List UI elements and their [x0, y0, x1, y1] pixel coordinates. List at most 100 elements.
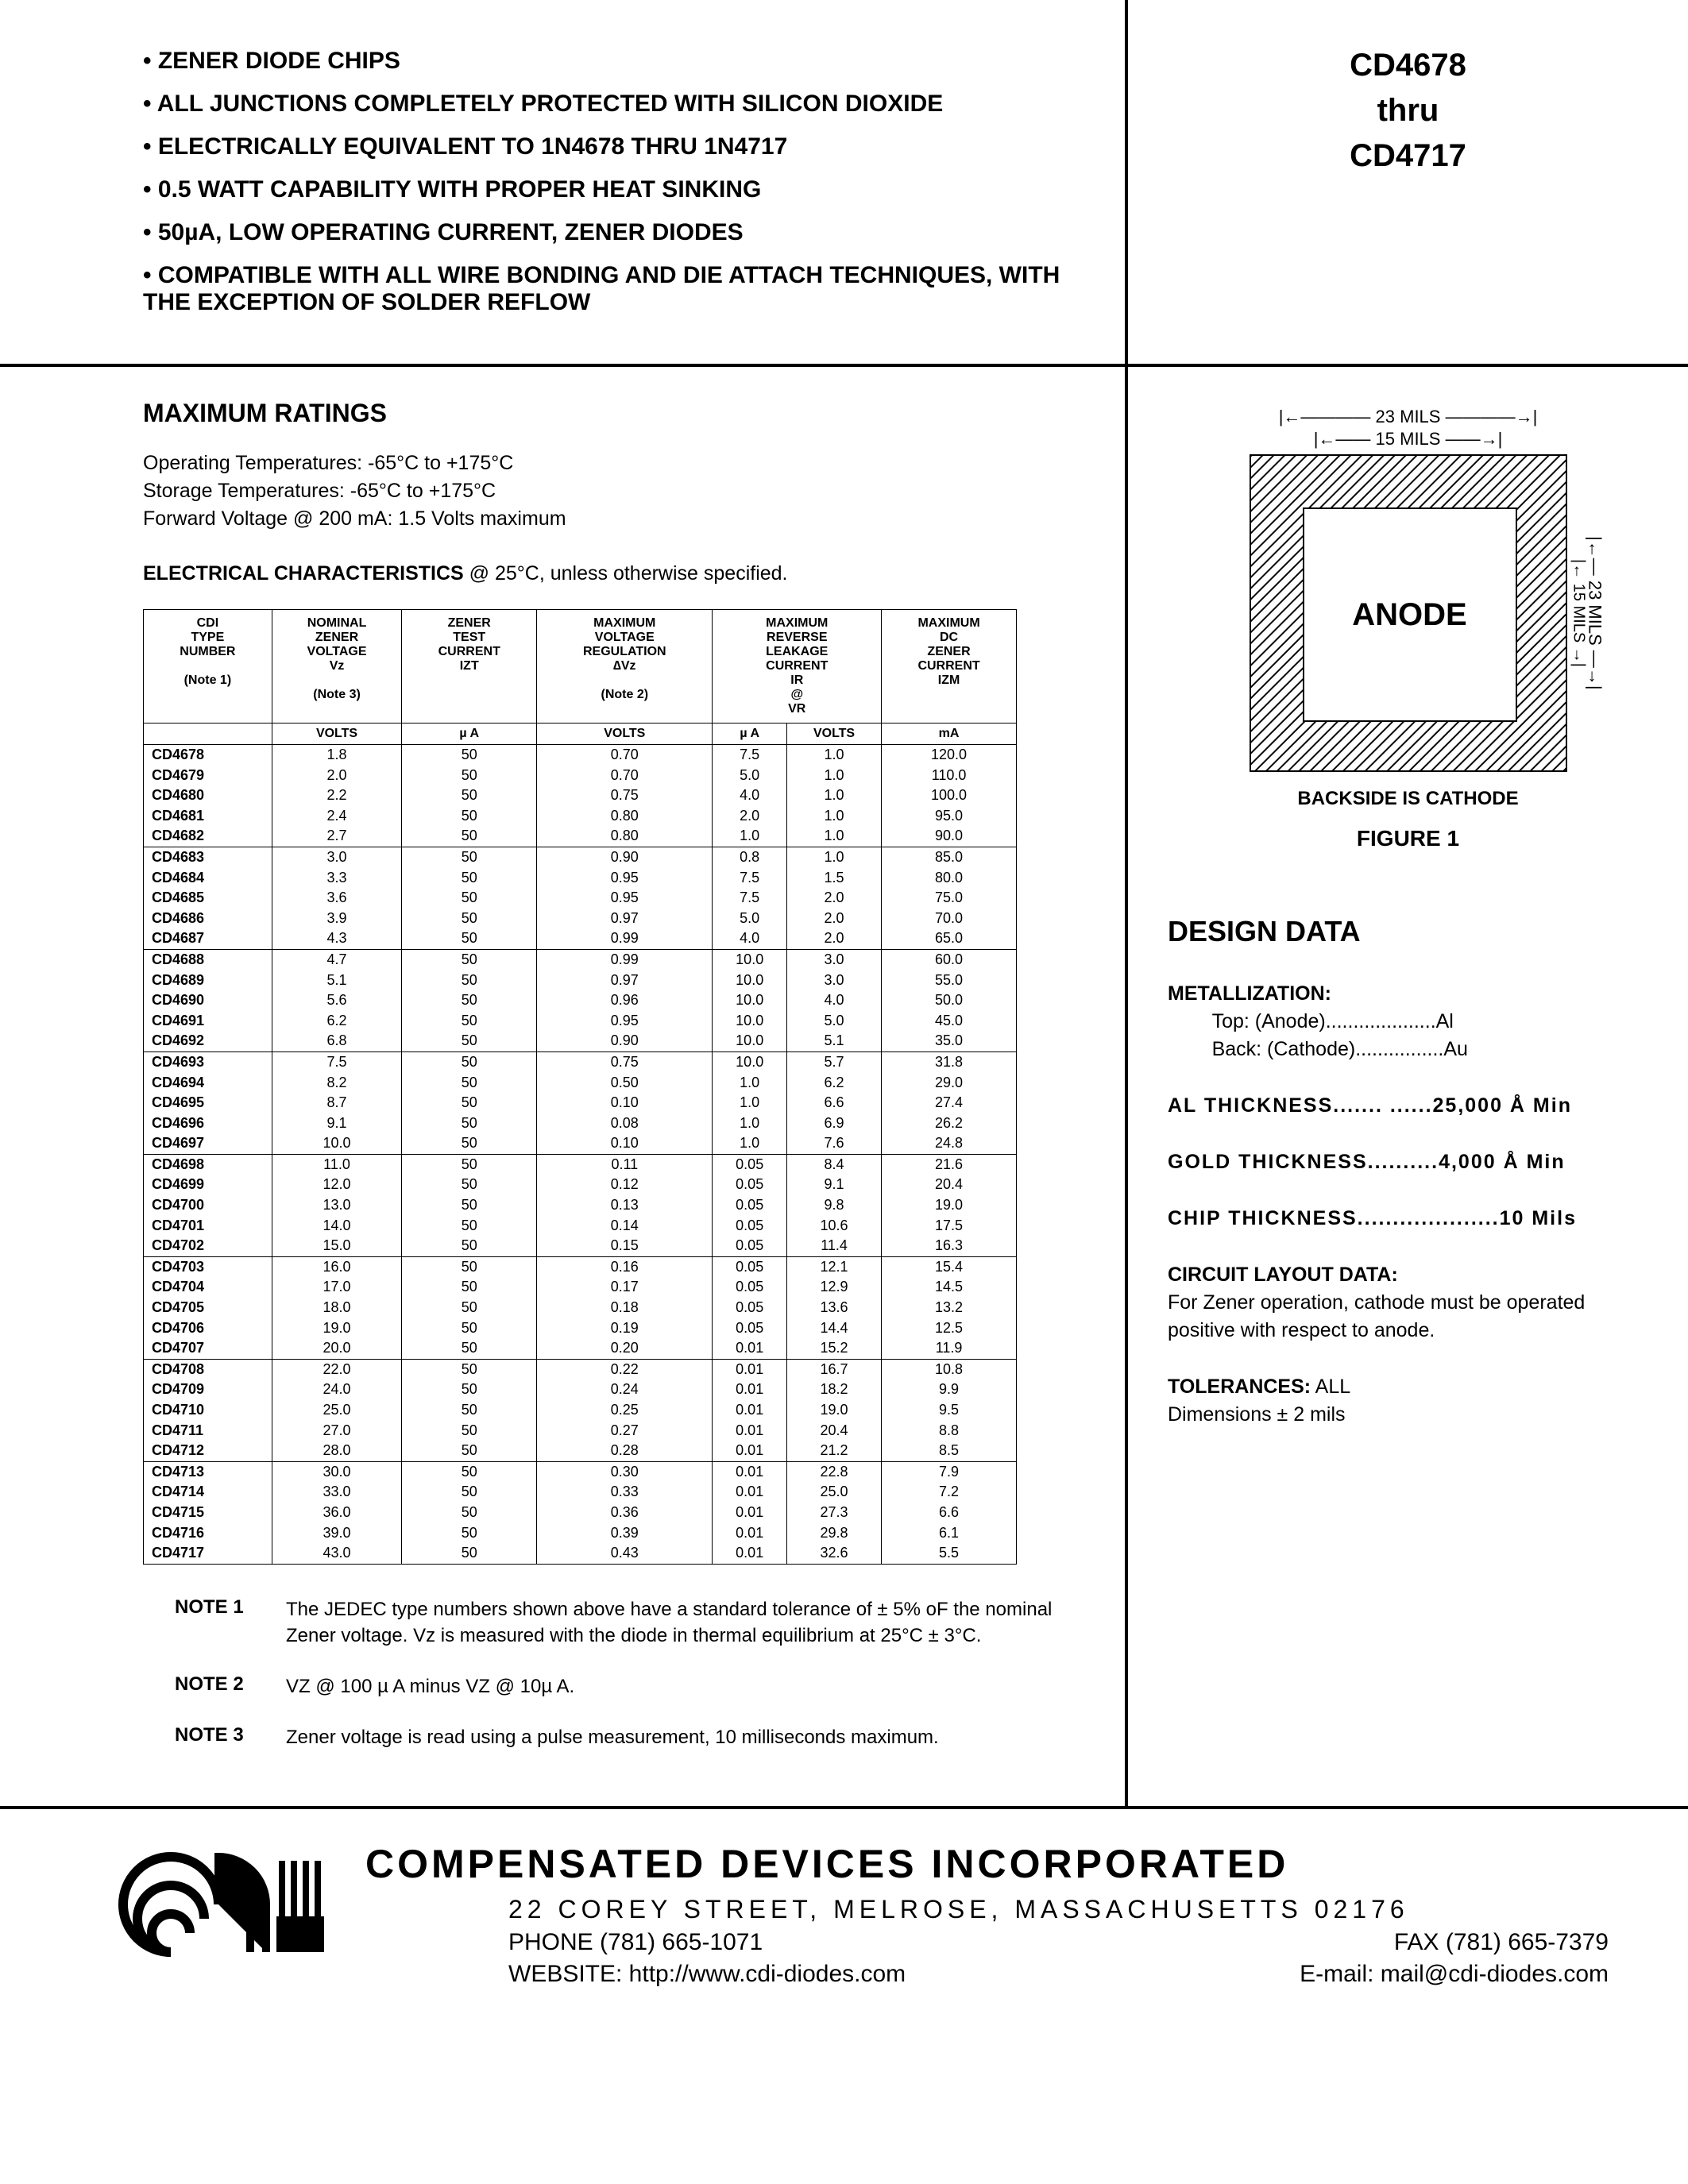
table-cell: 2.0: [786, 909, 881, 929]
table-row: CD46884.7500.9910.03.060.0: [144, 949, 1017, 970]
table-cell: 24.0: [272, 1379, 402, 1400]
table-cell: 0.95: [537, 1011, 713, 1032]
unit-cell: µ A: [402, 723, 537, 745]
table-cell: 1.0: [786, 826, 881, 847]
chip-box: ANODE |←— 23 MILS —→| |← 15 MILS →|: [1250, 454, 1567, 772]
features-column: ZENER DIODE CHIPSALL JUNCTIONS COMPLETEL…: [0, 0, 1128, 364]
table-cell: 17.5: [882, 1216, 1017, 1237]
table-cell: 16.7: [786, 1359, 881, 1379]
table-cell: 12.9: [786, 1277, 881, 1298]
table-cell: 50: [402, 1073, 537, 1094]
table-cell: 2.0: [713, 806, 787, 827]
table-header: MAXIMUMREVERSELEAKAGECURRENTIR@VR: [713, 610, 882, 723]
company-email: E-mail: mail@cdi-diodes.com: [1300, 1961, 1609, 1988]
note-item: NOTE 2VZ @ 100 µ A minus VZ @ 10µ A.: [175, 1673, 1093, 1700]
part-mid: thru: [1160, 93, 1656, 129]
table-row: CD469710.0500.101.07.624.8: [144, 1133, 1017, 1154]
table-cell: CD4709: [144, 1379, 272, 1400]
table-cell: 0.05: [713, 1154, 787, 1175]
table-cell: 8.2: [272, 1073, 402, 1094]
table-cell: 0.24: [537, 1379, 713, 1400]
unit-cell: VOLTS: [786, 723, 881, 745]
table-cell: 50: [402, 847, 537, 867]
right-content: |←———— 23 MILS ————→| |←—— 15 MILS ——→| …: [1128, 367, 1688, 1806]
table-header: NOMINALZENERVOLTAGEVz(Note 3): [272, 610, 402, 723]
table-cell: 13.0: [272, 1195, 402, 1216]
table-cell: 1.0: [786, 847, 881, 867]
table-cell: 11.4: [786, 1236, 881, 1256]
table-row: CD470924.0500.240.0118.29.9: [144, 1379, 1017, 1400]
table-row: CD470417.0500.170.0512.914.5: [144, 1277, 1017, 1298]
table-cell: 6.6: [882, 1503, 1017, 1523]
unit-cell: VOLTS: [537, 723, 713, 745]
tolerances-block: TOLERANCES: ALL Dimensions ± 2 mils: [1168, 1373, 1648, 1429]
table-cell: 19.0: [272, 1318, 402, 1339]
table-row: CD46802.2500.754.01.0100.0: [144, 785, 1017, 806]
table-cell: 21.6: [882, 1154, 1017, 1175]
table-row: CD46833.0500.900.81.085.0: [144, 847, 1017, 867]
table-cell: 14.5: [882, 1277, 1017, 1298]
table-header: MAXIMUMDCZENERCURRENTIZM: [882, 610, 1017, 723]
table-header: ZENERTESTCURRENTIZT: [402, 610, 537, 723]
table-cell: 12.5: [882, 1318, 1017, 1339]
table-cell: 36.0: [272, 1503, 402, 1523]
table-cell: 4.7: [272, 949, 402, 970]
table-row: CD470518.0500.180.0513.613.2: [144, 1298, 1017, 1318]
table-cell: 55.0: [882, 970, 1017, 991]
table-cell: 0.17: [537, 1277, 713, 1298]
table-cell: 5.1: [786, 1031, 881, 1051]
table-cell: CD4678: [144, 745, 272, 766]
table-cell: 50: [402, 888, 537, 909]
table-cell: 0.19: [537, 1318, 713, 1339]
table-row: CD46853.6500.957.52.075.0: [144, 888, 1017, 909]
circuit-layout-block: CIRCUIT LAYOUT DATA: For Zener operation…: [1168, 1261, 1648, 1345]
table-cell: 2.0: [272, 766, 402, 786]
table-cell: 0.10: [537, 1133, 713, 1154]
table-cell: 0.11: [537, 1154, 713, 1175]
table-cell: 10.8: [882, 1359, 1017, 1379]
metal-back: Back: (Cathode)................Au: [1212, 1038, 1468, 1060]
table-cell: CD4710: [144, 1400, 272, 1421]
table-cell: 11.9: [882, 1338, 1017, 1359]
table-cell: CD4696: [144, 1113, 272, 1134]
table-cell: 27.3: [786, 1503, 881, 1523]
table-cell: 19.0: [882, 1195, 1017, 1216]
table-cell: 10.0: [713, 1051, 787, 1072]
table-cell: 0.28: [537, 1441, 713, 1461]
table-cell: 50: [402, 1236, 537, 1256]
tolerances-text: ALL: [1311, 1376, 1350, 1398]
feature-item: ALL JUNCTIONS COMPLETELY PROTECTED WITH …: [143, 91, 1093, 118]
al-thick-text: AL THICKNESS....... ......25,000 Å Min: [1168, 1094, 1572, 1117]
table-cell: CD4693: [144, 1051, 272, 1072]
footer-text: COMPENSATED DEVICES INCORPORATED 22 CORE…: [365, 1841, 1609, 1993]
table-row: CD46926.8500.9010.05.135.0: [144, 1031, 1017, 1051]
table-cell: 50: [402, 1154, 537, 1175]
table-cell: 50: [402, 970, 537, 991]
table-cell: CD4717: [144, 1543, 272, 1564]
note-text: VZ @ 100 µ A minus VZ @ 10µ A.: [286, 1673, 1093, 1700]
table-cell: 13.6: [786, 1298, 881, 1318]
table-cell: 0.20: [537, 1338, 713, 1359]
table-row: CD471127.0500.270.0120.48.8: [144, 1421, 1017, 1441]
table-cell: CD4702: [144, 1236, 272, 1256]
table-cell: 2.0: [786, 928, 881, 949]
circuit-layout-label: CIRCUIT LAYOUT DATA:: [1168, 1264, 1398, 1286]
table-cell: 7.5: [713, 745, 787, 766]
chip-diagram: |←———— 23 MILS ————→| |←—— 15 MILS ——→| …: [1226, 407, 1591, 851]
backside-label: BACKSIDE IS CATHODE: [1226, 788, 1591, 810]
table-cell: 13.2: [882, 1298, 1017, 1318]
table-row: CD470316.0500.160.0512.115.4: [144, 1256, 1017, 1277]
feature-item: 0.5 WATT CAPABILITY WITH PROPER HEAT SIN…: [143, 176, 1093, 203]
footer: COMPENSATED DEVICES INCORPORATED 22 CORE…: [0, 1809, 1688, 2024]
table-cell: 22.0: [272, 1359, 402, 1379]
table-cell: 28.0: [272, 1441, 402, 1461]
table-cell: 7.6: [786, 1133, 881, 1154]
table-cell: 50: [402, 1256, 537, 1277]
feature-list: ZENER DIODE CHIPSALL JUNCTIONS COMPLETEL…: [143, 48, 1093, 316]
table-cell: 90.0: [882, 826, 1017, 847]
table-cell: 0.01: [713, 1379, 787, 1400]
part-number-column: CD4678 thru CD4717: [1128, 0, 1688, 364]
company-name: COMPENSATED DEVICES INCORPORATED: [365, 1841, 1609, 1887]
table-cell: CD4715: [144, 1503, 272, 1523]
circuit-layout-text: For Zener operation, cathode must be ope…: [1168, 1291, 1585, 1341]
